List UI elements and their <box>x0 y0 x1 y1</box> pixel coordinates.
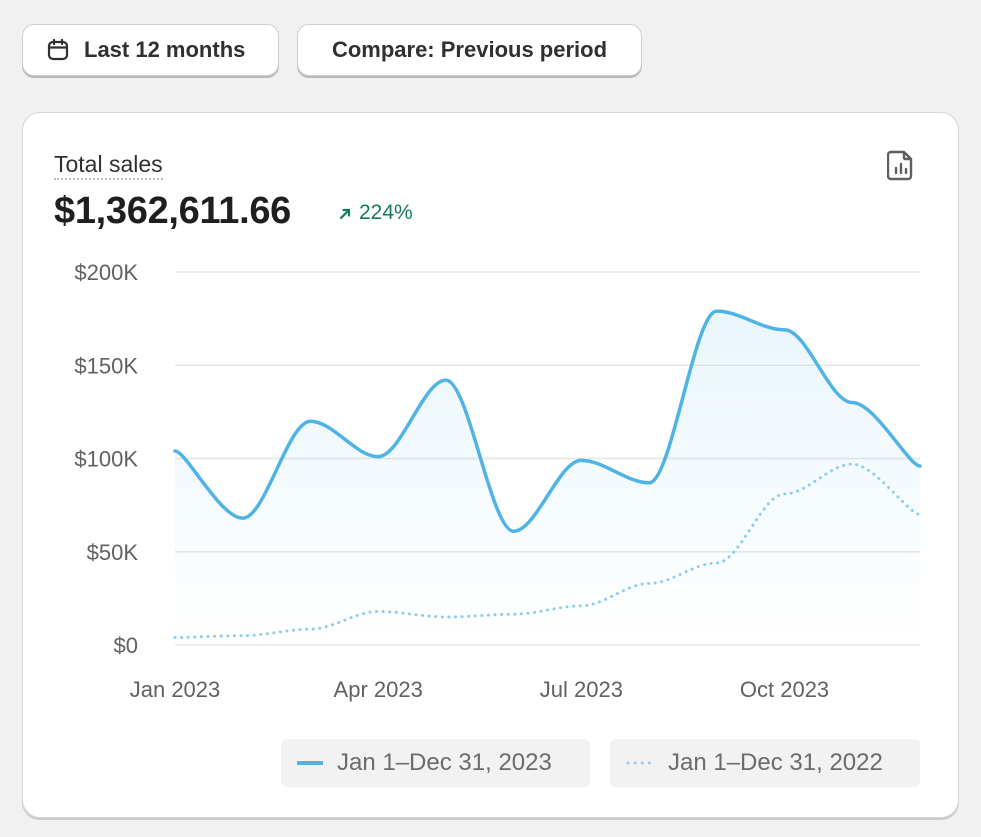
legend-label-previous: Jan 1–Dec 31, 2022 <box>668 749 883 776</box>
x-tick-label: Jul 2023 <box>540 677 623 702</box>
date-range-label: Last 12 months <box>84 37 246 62</box>
total-sales-card: $200K $150K $100K $50K $0 Jan 2023 Apr 2023 Jul… <box>22 112 959 818</box>
y-tick-label: $150K <box>74 353 138 378</box>
card-title[interactable]: Total sales <box>54 151 163 180</box>
legend-solid-swatch <box>297 761 323 765</box>
sales-line-chart: $200K $150K $100K $50K $0 Jan 2023 Apr 2023 Jul… <box>74 260 922 702</box>
calendar-icon <box>46 38 70 62</box>
current-series-area <box>175 311 920 645</box>
total-value: $1,362,611.66 <box>54 190 292 232</box>
legend-item-previous[interactable]: Jan 1–Dec 31, 2022 <box>610 739 920 787</box>
date-range-button[interactable]: Last 12 months <box>22 24 279 76</box>
x-tick-label: Jan 2023 <box>130 677 221 702</box>
x-tick-label: Oct 2023 <box>740 677 829 702</box>
legend-item-current[interactable]: Jan 1–Dec 31, 2023 <box>281 739 590 787</box>
y-tick-label: $50K <box>87 540 139 565</box>
current-series-line <box>173 309 922 533</box>
change-badge: 224% <box>339 201 413 225</box>
compare-label: Compare: Previous period <box>331 37 608 62</box>
export-report-icon[interactable] <box>886 149 915 181</box>
y-tick-label: $200K <box>74 260 138 285</box>
y-tick-label: $0 <box>114 633 138 658</box>
y-tick-label: $100K <box>74 447 138 472</box>
compare-button[interactable]: Compare: Previous period <box>297 24 642 76</box>
arrow-up-right-icon <box>339 208 351 219</box>
x-tick-label: Apr 2023 <box>334 677 423 702</box>
legend-label-current: Jan 1–Dec 31, 2023 <box>337 749 552 776</box>
legend-dotted-swatch <box>626 761 654 765</box>
change-percent: 224% <box>359 201 413 224</box>
